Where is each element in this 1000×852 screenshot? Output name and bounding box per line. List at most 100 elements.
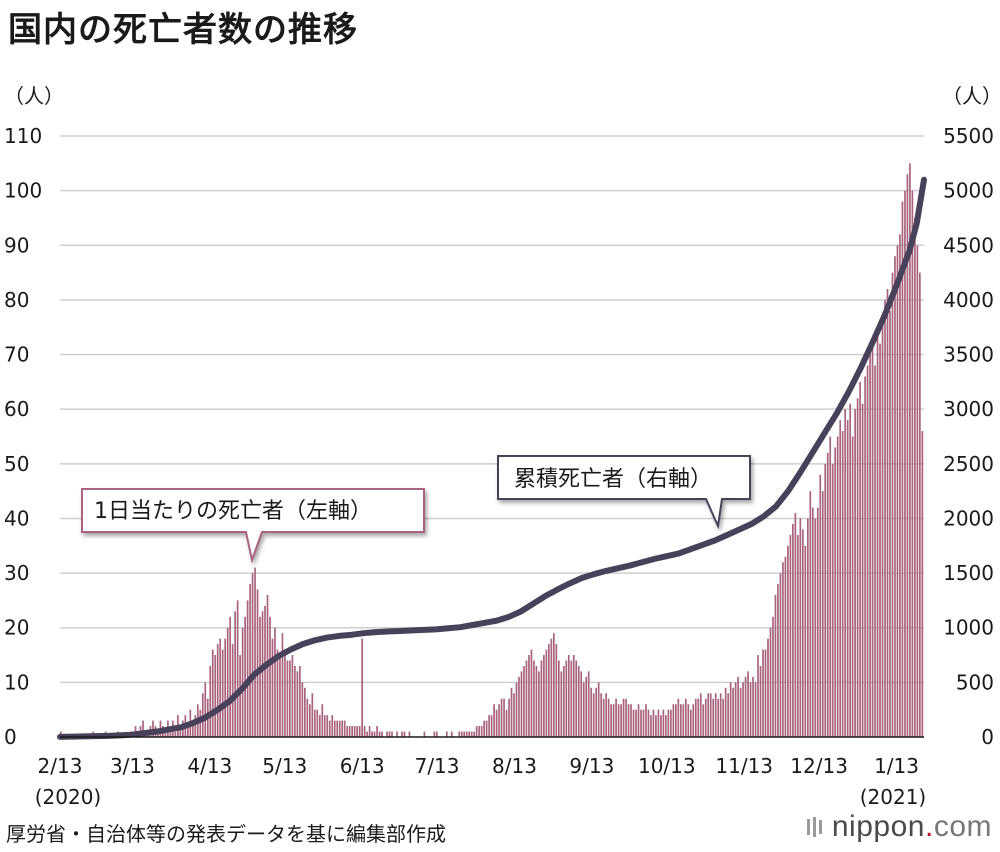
- daily-bar: [809, 491, 812, 737]
- left-axis-ticks: 0 10 20 30 40 50 60 70 80 90 100 110: [4, 124, 42, 749]
- brand-name: nippon: [831, 810, 925, 843]
- daily-bar: [191, 720, 194, 737]
- daily-bar: [480, 726, 483, 737]
- daily-bar: [627, 704, 630, 737]
- daily-bar: [866, 365, 869, 737]
- daily-bar: [824, 463, 827, 737]
- daily-bar: [533, 660, 535, 737]
- daily-bar: [246, 600, 249, 737]
- daily-bar: [617, 704, 620, 737]
- daily-bar: [580, 671, 583, 737]
- daily-bar: [806, 518, 809, 737]
- daily-bar: [844, 409, 847, 737]
- daily-bar: [204, 682, 207, 737]
- x-tick-label: 6/13: [340, 754, 385, 778]
- daily-bar: [734, 682, 737, 737]
- daily-bar: [841, 431, 844, 737]
- daily-bar: [630, 704, 632, 737]
- daily-bar: [804, 545, 807, 737]
- daily-bar: [657, 709, 660, 737]
- daily-bar: [819, 474, 822, 737]
- daily-bar: [289, 660, 291, 737]
- daily-bar: [794, 512, 797, 737]
- x-tick-year: (2021): [860, 785, 927, 809]
- left-tick-label: 110: [4, 124, 42, 148]
- daily-bar: [164, 731, 167, 737]
- daily-bar: [363, 726, 366, 737]
- daily-bar: [767, 638, 769, 737]
- daily-bar: [889, 310, 891, 737]
- daily-bar: [241, 627, 244, 737]
- daily-bar: [891, 272, 894, 737]
- daily-bar: [528, 655, 530, 737]
- daily-bar: [575, 660, 578, 737]
- daily-bar: [468, 731, 471, 737]
- brand-logo[interactable]: nippon.com: [806, 810, 992, 844]
- daily-bar: [722, 698, 725, 737]
- left-tick-label: 40: [4, 506, 29, 530]
- daily-bar: [600, 693, 603, 737]
- daily-bar: [498, 704, 500, 737]
- daily-bar: [682, 704, 685, 737]
- daily-bar: [142, 720, 144, 737]
- daily-bar: [906, 174, 909, 737]
- daily-bar: [333, 720, 336, 737]
- daily-bar: [294, 665, 296, 737]
- daily-bar: [759, 665, 762, 737]
- daily-bar: [642, 709, 645, 737]
- daily-bar: [513, 693, 515, 737]
- cumulative-callout-label: 累積死亡者（右軸）: [514, 467, 712, 492]
- daily-bar: [433, 731, 436, 737]
- daily-bar: [530, 649, 533, 737]
- daily-bar: [697, 698, 700, 737]
- daily-bar: [548, 644, 550, 737]
- daily-bar: [463, 731, 466, 737]
- daily-bar: [919, 272, 921, 737]
- daily-bar: [553, 633, 555, 737]
- left-tick-label: 0: [4, 725, 17, 749]
- daily-bar: [876, 327, 879, 737]
- daily-bar: [869, 354, 871, 737]
- daily-bar: [500, 698, 503, 737]
- cumulative-callout: 累積死亡者（右軸）: [497, 455, 751, 530]
- daily-bar: [854, 409, 856, 737]
- brand-lines-icon: [806, 817, 822, 837]
- daily-bar: [757, 655, 759, 737]
- daily-bar: [894, 256, 896, 737]
- left-tick-label: 80: [4, 288, 29, 312]
- daily-bar: [849, 403, 851, 737]
- left-tick-label: 30: [4, 561, 29, 585]
- daily-bar: [816, 507, 819, 737]
- daily-bar: [525, 660, 528, 737]
- daily-bar: [749, 682, 752, 737]
- daily-bar: [368, 726, 371, 737]
- daily-bar: [226, 627, 229, 737]
- gridlines: [60, 135, 924, 684]
- daily-bar: [249, 584, 251, 737]
- daily-bar: [675, 704, 677, 737]
- daily-bar: [361, 638, 363, 737]
- daily-bar: [388, 731, 391, 737]
- daily-bar: [582, 682, 585, 737]
- daily-bar: [348, 726, 351, 737]
- daily-bar: [640, 709, 642, 737]
- daily-bar: [174, 731, 177, 737]
- daily-bar: [378, 731, 381, 737]
- daily-bar: [647, 709, 650, 737]
- daily-bar: [565, 660, 568, 737]
- daily-bar: [460, 731, 463, 737]
- right-axis-ticks: 0 500 1000 1500 2000 2500 3000 3500 4000 4500 5000…: [943, 124, 994, 749]
- daily-bar: [236, 600, 239, 737]
- daily-bar: [572, 655, 575, 737]
- daily-bar: [450, 731, 453, 737]
- daily-bar: [323, 715, 326, 737]
- daily-bar: [201, 693, 204, 737]
- daily-bar: [279, 655, 281, 737]
- daily-bar: [485, 720, 488, 737]
- left-tick-label: 20: [4, 616, 29, 640]
- daily-bar: [408, 731, 411, 737]
- daily-bar: [465, 731, 468, 737]
- daily-bar: [214, 655, 217, 737]
- right-tick-label: 0: [981, 725, 994, 749]
